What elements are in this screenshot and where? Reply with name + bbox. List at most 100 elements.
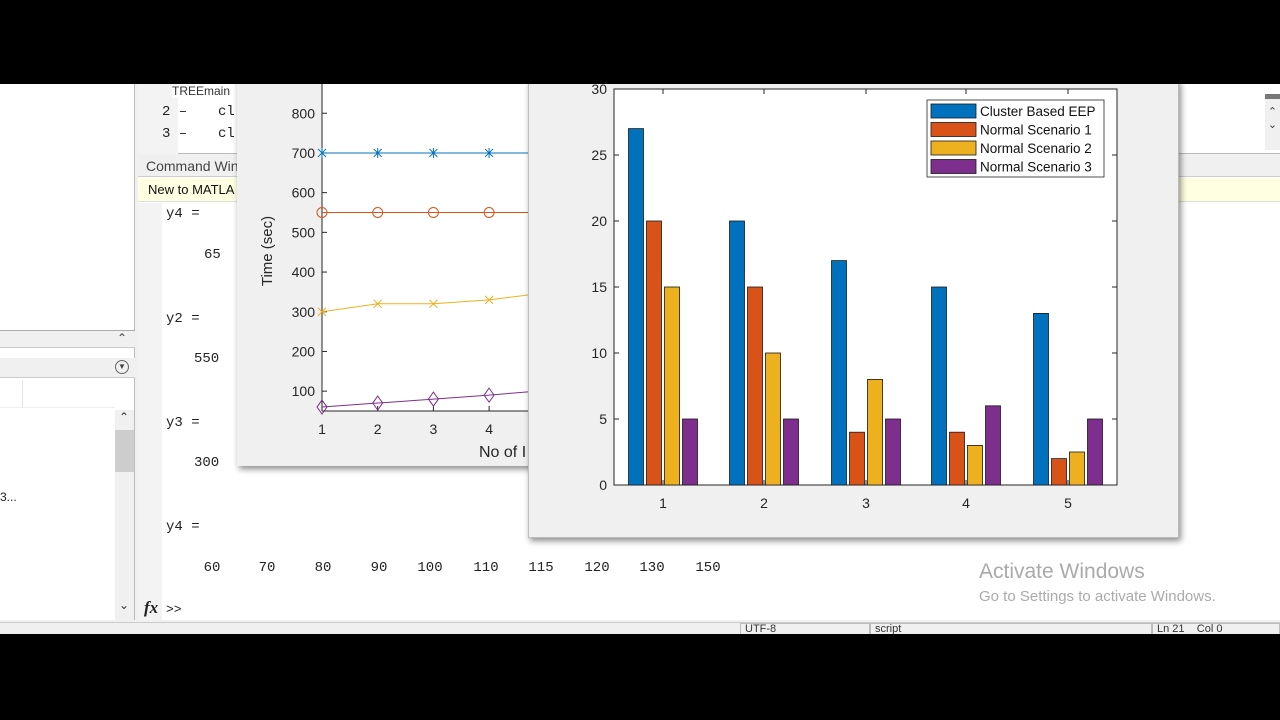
x-tick-label: 1 <box>659 495 667 511</box>
x-tick-label: 4 <box>485 421 493 437</box>
scroll-down-icon[interactable]: ⌄ <box>1267 119 1278 131</box>
bar-2-1 <box>646 220 662 486</box>
marker <box>483 387 495 403</box>
data-point-asterisk <box>429 147 438 158</box>
editor-tab[interactable]: TREEmain <box>172 84 231 98</box>
data-point-x <box>317 307 327 317</box>
command-prompt[interactable]: >> <box>166 602 182 617</box>
scroll-thumb[interactable] <box>1265 94 1280 99</box>
activate-windows-watermark: Activate Windows Go to Settings to activ… <box>979 560 1216 605</box>
scroll-down-icon[interactable]: ⌄ <box>119 598 130 612</box>
bar-3-1 <box>664 286 680 486</box>
output-label: y4 = <box>166 519 200 535</box>
legend-label: Normal Scenario 3 <box>980 160 1092 175</box>
marker <box>429 147 438 158</box>
code-line[interactable]: cl <box>218 126 235 142</box>
marker <box>484 295 494 305</box>
editor-scrollbar[interactable]: ⌃ ⌄ <box>1265 94 1280 150</box>
bar-2-3 <box>849 431 865 486</box>
data-point-diamond <box>483 387 495 403</box>
marker <box>429 299 438 309</box>
marker <box>372 207 384 218</box>
legend-swatch <box>930 140 977 156</box>
y-tick-label: 15 <box>591 279 607 295</box>
status-encoding: UTF-8 <box>740 623 870 634</box>
data-point-diamond <box>427 391 440 407</box>
x-axis-label: No of I <box>479 444 526 461</box>
output-value: 60 <box>203 560 221 576</box>
x-tick-label: 5 <box>1064 495 1072 511</box>
collapse-icon[interactable]: ⌃ <box>116 331 127 345</box>
x-tick-label: 3 <box>862 495 870 511</box>
bar-1-2 <box>729 220 745 486</box>
scroll-thumb[interactable] <box>115 430 134 472</box>
data-point-asterisk <box>373 147 383 158</box>
output-values-row: 60 70 80 90 100 110 115 120 130 150 <box>138 560 838 580</box>
status-filetype: script <box>870 623 1152 634</box>
file-item[interactable]: 3... <box>0 490 17 504</box>
bar-4-3 <box>885 418 901 486</box>
marker <box>483 207 495 218</box>
bar-3-2 <box>765 352 781 486</box>
scroll-up-icon[interactable]: ⌃ <box>119 410 130 424</box>
plot-area <box>322 84 537 411</box>
bar-1-1 <box>628 128 644 486</box>
data-point-circle <box>427 207 439 218</box>
y-tick-label: 800 <box>292 105 316 121</box>
series-line <box>321 390 538 408</box>
output-value: 130 <box>639 560 665 576</box>
y-axis-label: Time (sec) <box>259 216 276 286</box>
bar-1-3 <box>831 260 847 486</box>
output-value: 100 <box>417 560 443 576</box>
data-point-x <box>484 295 494 305</box>
bar-4-5 <box>1087 418 1103 486</box>
legend-swatch <box>930 122 977 137</box>
data-point-x <box>373 299 383 309</box>
status-bar: UTF-8 script Ln 21 Col 0 <box>0 622 1280 634</box>
code-line[interactable]: cl <box>218 104 235 120</box>
bar-1-5 <box>1033 312 1049 486</box>
marker <box>427 391 440 407</box>
title-text: Command Win <box>146 158 239 174</box>
x-tick-label: 4 <box>962 495 970 511</box>
figure-bar-chart[interactable]: 0 5 10 15 20 25 30 1 2 3 4 5 Cluster Based EEP Normal… <box>528 84 1179 538</box>
marker <box>317 307 327 317</box>
data-point-x <box>429 299 438 309</box>
data-point-asterisk <box>484 147 494 158</box>
y-tick-label: 200 <box>292 343 316 359</box>
legend-swatch <box>930 103 977 119</box>
banner-text[interactable]: New to MATLA <box>148 182 235 197</box>
output-value: 300 <box>194 455 220 471</box>
legend-label: Normal Scenario 2 <box>980 141 1092 156</box>
data-point-asterisk <box>317 147 327 158</box>
watermark-title: Activate Windows <box>979 560 1145 583</box>
dropdown-icon[interactable]: ▼ <box>115 360 129 374</box>
figure-line-chart[interactable]: 100 200 300 400 500 600 700 800 1 2 3 4 Time (sec) No… <box>237 84 538 466</box>
y-tick-label: 5 <box>599 411 607 427</box>
bar-4-4 <box>985 405 1001 486</box>
y-tick-label: 0 <box>599 477 607 493</box>
current-folder-panel: ⌃ ▼ ⌃ ⌄ 3... <box>0 84 135 620</box>
output-value: 110 <box>473 560 499 576</box>
scrollbar[interactable]: ⌃ ⌄ <box>115 410 134 620</box>
fx-icon[interactable]: fx <box>144 598 159 617</box>
x-tick-label: 1 <box>318 421 326 437</box>
panel-header: ⌃ <box>0 330 135 348</box>
output-label: y2 = <box>166 311 200 327</box>
y-tick-label: 400 <box>292 264 316 280</box>
bar-4-1 <box>682 418 698 486</box>
scroll-up-icon[interactable]: ⌃ <box>1267 106 1278 118</box>
marker <box>372 395 384 411</box>
data-point-circle <box>372 207 384 218</box>
bar-4-2 <box>783 418 799 486</box>
marker <box>316 207 328 218</box>
bar-3-5 <box>1069 451 1085 486</box>
line-chart: 100 200 300 400 500 600 700 800 1 2 3 4 Time (sec) No… <box>259 84 538 461</box>
data-point-diamond <box>316 399 328 415</box>
y-tick-label: 20 <box>591 213 607 229</box>
bar-1-4 <box>931 286 947 486</box>
gutter <box>138 203 162 620</box>
bar-2-2 <box>747 286 763 486</box>
legend-label: Cluster Based EEP <box>980 104 1096 119</box>
output-value: 120 <box>584 560 610 576</box>
